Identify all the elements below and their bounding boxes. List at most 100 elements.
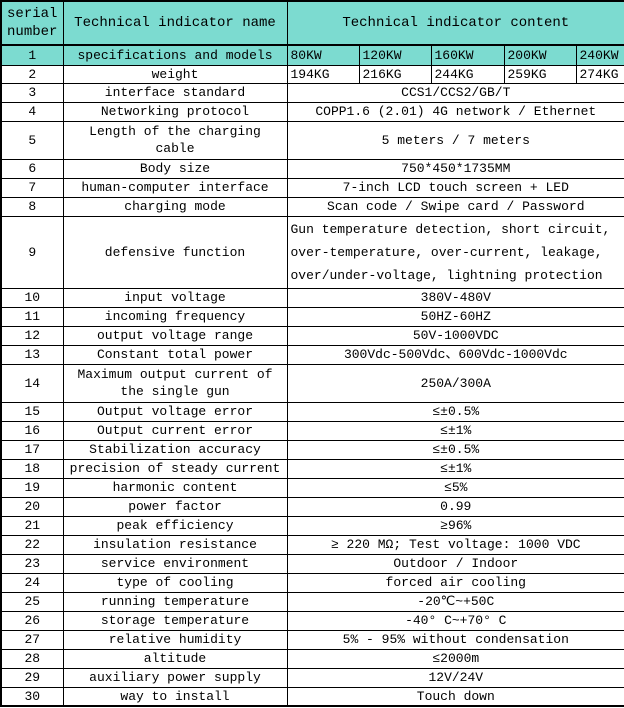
- model-value-cell: 194KG: [286, 64, 360, 84]
- model-value-cell: 259KG: [503, 64, 577, 84]
- indicator-content-cell: 750*450*1735MM: [286, 158, 624, 179]
- indicator-content-cell: ≤±1%: [286, 458, 624, 479]
- serial-number-cell: 13: [0, 344, 64, 365]
- indicator-content-cell: Scan code / Swipe card / Password: [286, 196, 624, 217]
- header-indicator-name: Technical indicator name: [62, 0, 288, 46]
- table-row: 13 Constant total power 300Vdc-500Vdc、600V…: [0, 344, 624, 365]
- indicator-content-cell: Touch down: [286, 686, 624, 707]
- indicator-name-cell: Stabilization accuracy: [62, 439, 288, 460]
- table-row: 6 Body size 750*450*1735MM: [0, 158, 624, 179]
- indicator-name-cell: running temperature: [62, 591, 288, 612]
- model-value-cell: 274KG: [575, 64, 624, 84]
- table-row: 9 defensive function Gun temperature detec…: [0, 215, 624, 289]
- model-value-cell: 200KW: [503, 44, 577, 66]
- serial-number-cell: 25: [0, 591, 64, 612]
- indicator-name-cell: Maximum output current of the single gun: [62, 363, 288, 403]
- model-value-cell: 240KW: [575, 44, 624, 66]
- indicator-name-cell: insulation resistance: [62, 534, 288, 555]
- serial-number-cell: 12: [0, 325, 64, 346]
- indicator-name-cell: auxiliary power supply: [62, 667, 288, 688]
- indicator-content-cell: Gun temperature detection, short circuit…: [286, 215, 624, 289]
- table-row: 16 Output current error ≤±1%: [0, 420, 624, 441]
- table-row: 15 Output voltage error ≤±0.5%: [0, 401, 624, 422]
- table-row: 14 Maximum output current of the single g…: [0, 363, 624, 403]
- table-row: 11 incoming frequency 50HZ-60HZ: [0, 306, 624, 327]
- serial-number-cell: 26: [0, 610, 64, 631]
- indicator-content-cell: ≥96%: [286, 515, 624, 536]
- serial-number-cell: 30: [0, 686, 64, 707]
- indicator-content-cell: ≤2000m: [286, 648, 624, 669]
- serial-number-cell: 28: [0, 648, 64, 669]
- indicator-name-cell: Constant total power: [62, 344, 288, 365]
- serial-number-cell: 20: [0, 496, 64, 517]
- table-row: 12 output voltage range 50V-1000VDC: [0, 325, 624, 346]
- serial-number-cell: 18: [0, 458, 64, 479]
- table-row: 29 auxiliary power supply 12V/24V: [0, 667, 624, 688]
- indicator-content-cell: 50HZ-60HZ: [286, 306, 624, 327]
- indicator-content-cell: 50V-1000VDC: [286, 325, 624, 346]
- serial-number-cell: 3: [0, 82, 64, 103]
- serial-number-cell: 16: [0, 420, 64, 441]
- indicator-content-cell: 7-inch LCD touch screen + LED: [286, 177, 624, 198]
- serial-number-cell: 9: [0, 215, 64, 289]
- indicator-name-cell: harmonic content: [62, 477, 288, 498]
- serial-number-cell: 17: [0, 439, 64, 460]
- table-row: 17 Stabilization accuracy ≤±0.5%: [0, 439, 624, 460]
- table-row: 18 precision of steady current ≤±1%: [0, 458, 624, 479]
- table-row: 24 type of cooling forced air cooling: [0, 572, 624, 593]
- table-row: 2 weight 194KG 216KG 244KG 259KG 274KG: [0, 64, 624, 84]
- serial-number-cell: 11: [0, 306, 64, 327]
- table-row: 22 insulation resistance ≥ 220 MΩ; Test vo…: [0, 534, 624, 555]
- indicator-name-cell: defensive function: [62, 215, 288, 289]
- table-row: 19 harmonic content ≤5%: [0, 477, 624, 498]
- indicator-content-cell: COPP1.6 (2.01) 4G network / Ethernet: [286, 101, 624, 122]
- indicator-content-cell: ≥ 220 MΩ; Test voltage: 1000 VDC: [286, 534, 624, 555]
- table-row: 4 Networking protocol COPP1.6 (2.01) 4G ne…: [0, 101, 624, 122]
- indicator-name-cell: Body size: [62, 158, 288, 179]
- table-body: 1 specifications and models 80KW 120KW 160KW…: [0, 44, 624, 707]
- serial-number-cell: 15: [0, 401, 64, 422]
- table-header-row: serial number Technical indicator name T…: [0, 0, 624, 46]
- model-value-cell: 216KG: [358, 64, 432, 84]
- model-value-cell: 160KW: [430, 44, 505, 66]
- indicator-content-cell: 300Vdc-500Vdc、600Vdc-1000Vdc: [286, 344, 624, 365]
- indicator-name-cell: altitude: [62, 648, 288, 669]
- indicator-name-cell: power factor: [62, 496, 288, 517]
- serial-number-cell: 29: [0, 667, 64, 688]
- indicator-content-cell: ≤±0.5%: [286, 439, 624, 460]
- serial-number-cell: 23: [0, 553, 64, 574]
- header-serial-number: serial number: [0, 0, 64, 46]
- table-row: 27 relative humidity 5% - 95% without cond…: [0, 629, 624, 650]
- indicator-content-cell: -20℃~+50C: [286, 591, 624, 612]
- indicator-content-cell: 5 meters / 7 meters: [286, 120, 624, 160]
- indicator-name-cell: charging mode: [62, 196, 288, 217]
- table-row: 7 human-computer interface 7-inch LCD touc…: [0, 177, 624, 198]
- indicator-name-cell: human-computer interface: [62, 177, 288, 198]
- serial-number-cell: 2: [0, 64, 64, 84]
- indicator-name-cell: weight: [62, 64, 288, 84]
- table-row: 21 peak efficiency ≥96%: [0, 515, 624, 536]
- indicator-content-cell: 12V/24V: [286, 667, 624, 688]
- serial-number-cell: 8: [0, 196, 64, 217]
- indicator-content-cell: 380V-480V: [286, 287, 624, 308]
- indicator-content-cell: Outdoor / Indoor: [286, 553, 624, 574]
- header-indicator-content: Technical indicator content: [286, 0, 624, 46]
- table-row: 5 Length of the charging cable 5 meters / …: [0, 120, 624, 160]
- indicator-content-cell: ≤5%: [286, 477, 624, 498]
- indicator-content-cell: ≤±1%: [286, 420, 624, 441]
- model-value-cell: 244KG: [430, 64, 505, 84]
- serial-number-cell: 5: [0, 120, 64, 160]
- serial-number-cell: 1: [0, 44, 64, 66]
- table-row: 28 altitude ≤2000m: [0, 648, 624, 669]
- table-row: 25 running temperature -20℃~+50C: [0, 591, 624, 612]
- indicator-content-cell: CCS1/CCS2/GB/T: [286, 82, 624, 103]
- indicator-name-cell: service environment: [62, 553, 288, 574]
- table-row: 20 power factor 0.99: [0, 496, 624, 517]
- indicator-name-cell: incoming frequency: [62, 306, 288, 327]
- indicator-name-cell: interface standard: [62, 82, 288, 103]
- indicator-name-cell: relative humidity: [62, 629, 288, 650]
- table-row: 10 input voltage 380V-480V: [0, 287, 624, 308]
- serial-number-cell: 4: [0, 101, 64, 122]
- table-row: 23 service environment Outdoor / Indoor: [0, 553, 624, 574]
